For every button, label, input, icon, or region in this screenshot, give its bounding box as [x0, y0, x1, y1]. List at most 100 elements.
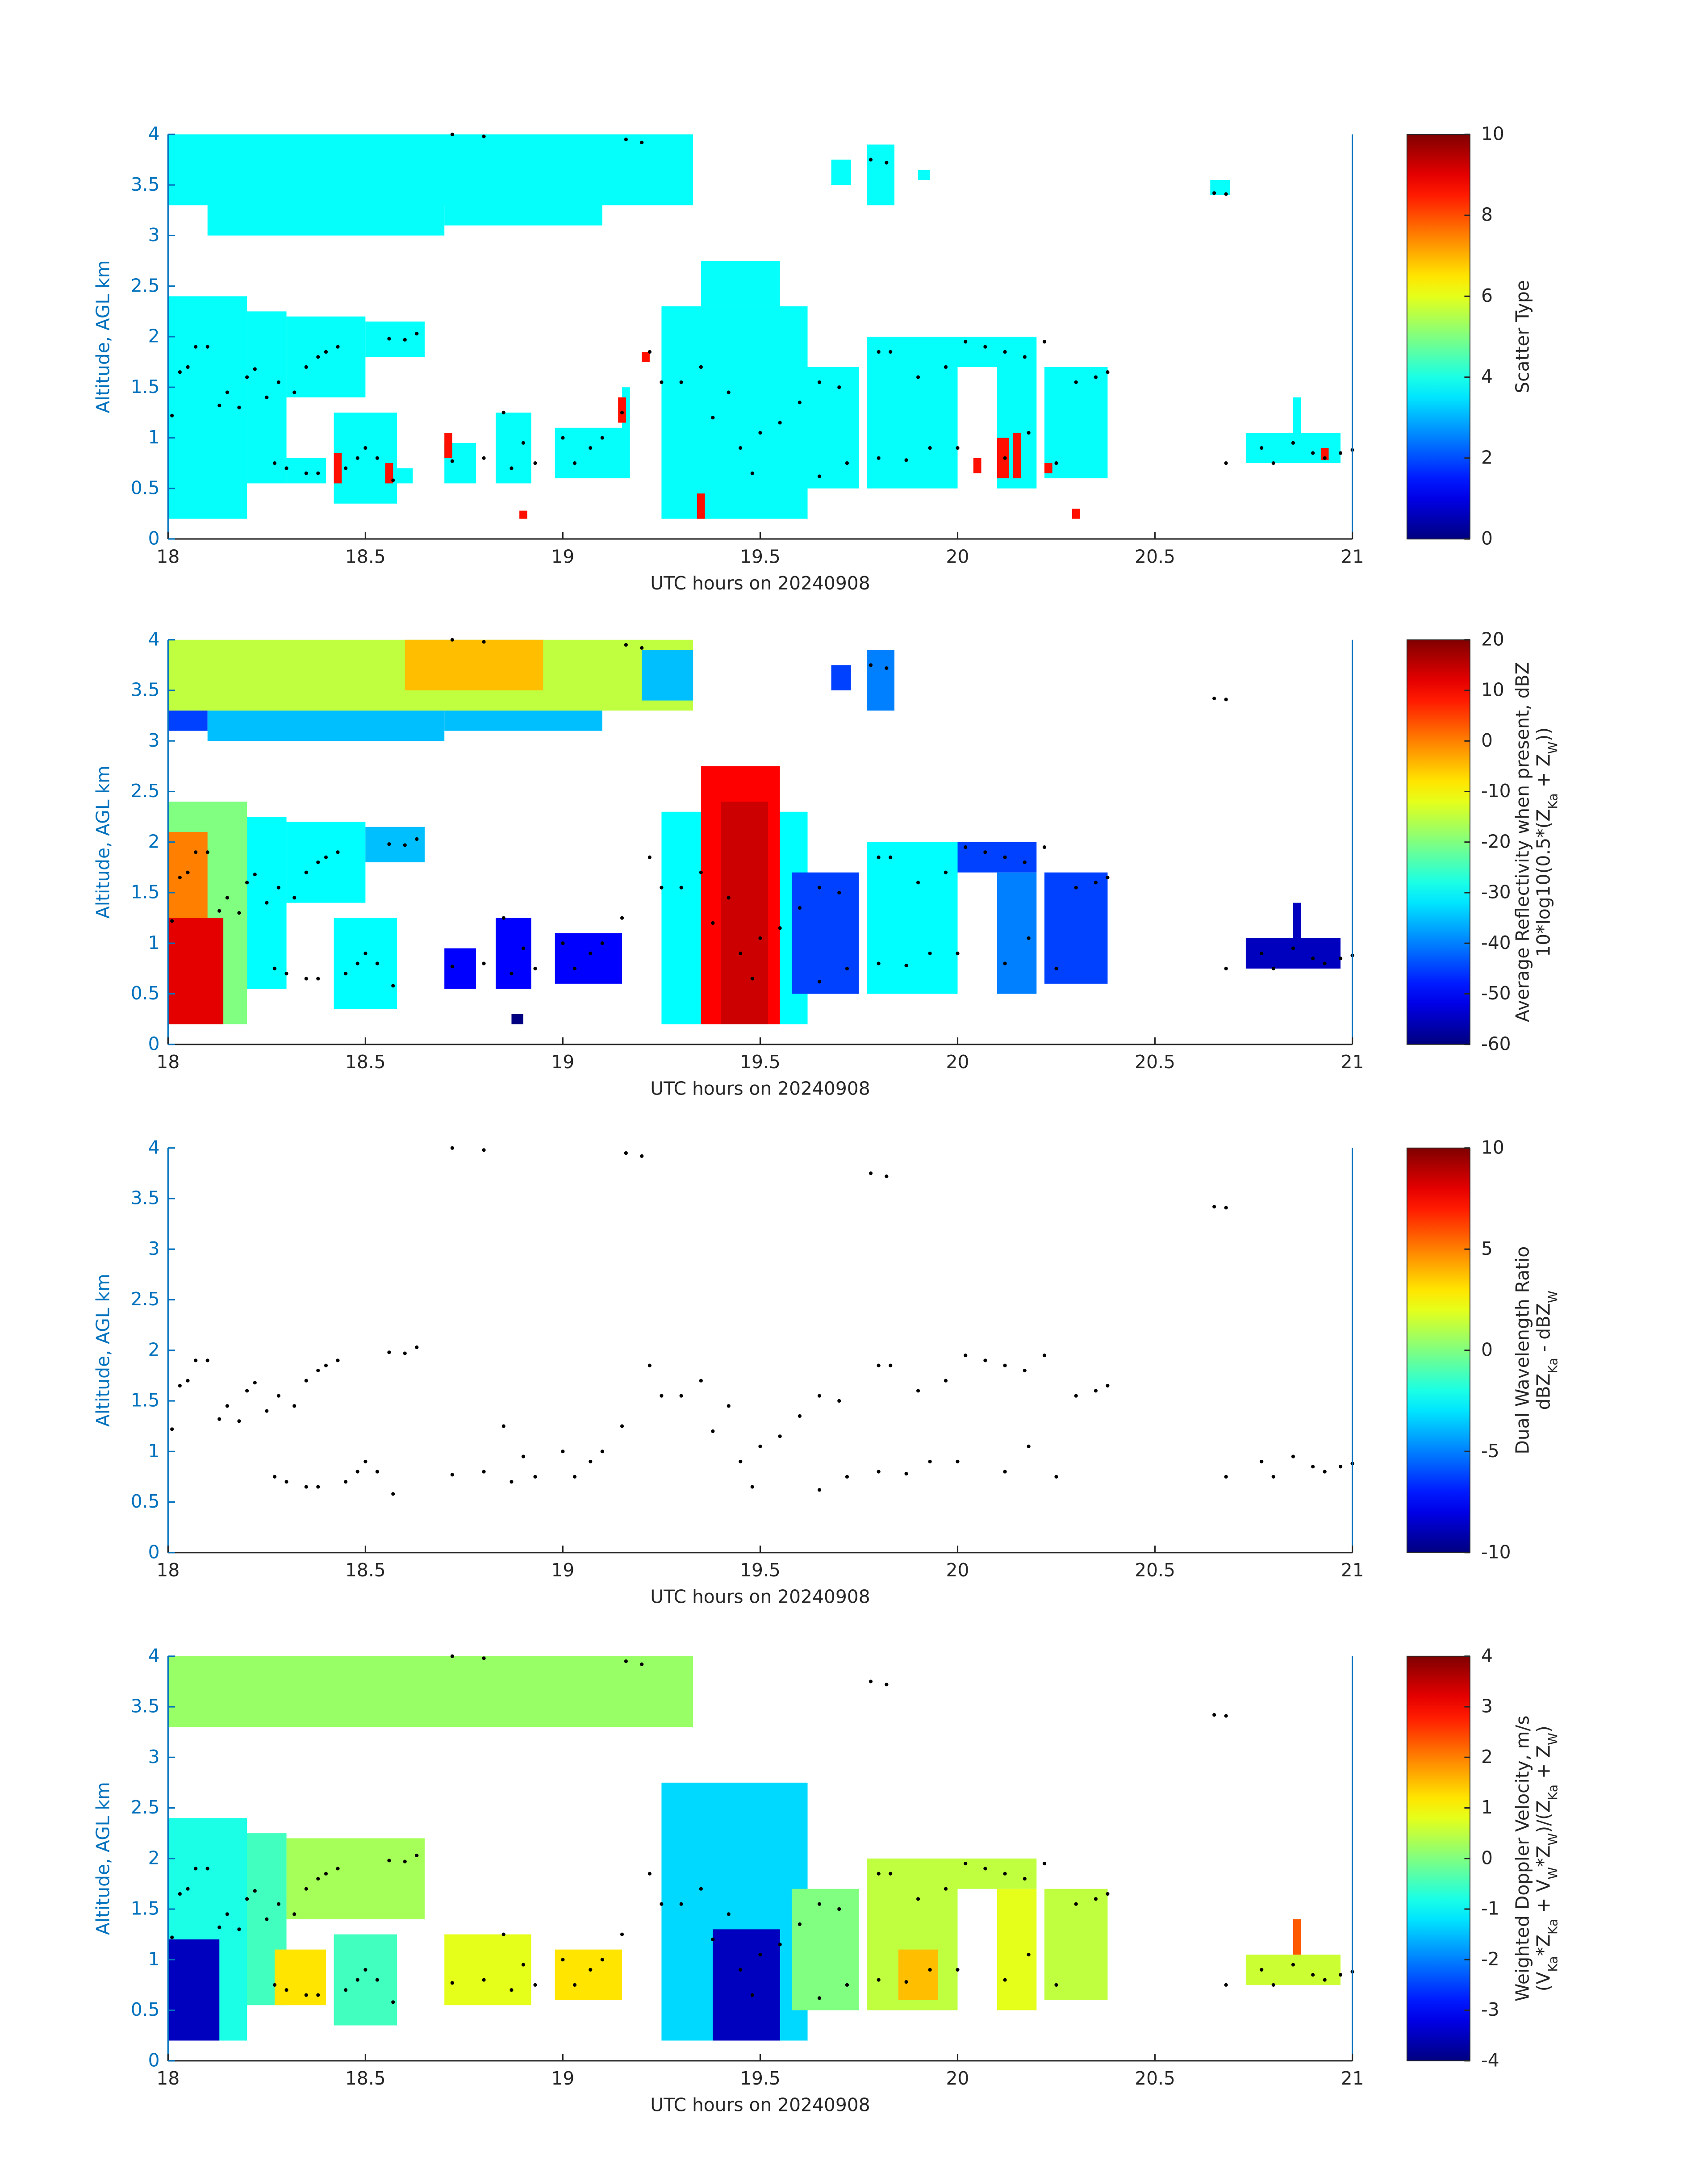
cloud-base-point — [316, 977, 320, 981]
colorbar-tick-label: 8 — [1481, 204, 1493, 226]
colorbar-tick-label: 0 — [1481, 528, 1493, 549]
cloud-base-point — [640, 1662, 644, 1666]
cloud-base-point — [292, 390, 296, 394]
cloud-base-point — [928, 446, 932, 450]
cloud-base-point — [205, 850, 209, 854]
cloud-base-point — [1074, 1902, 1078, 1906]
cloud-base-point — [916, 1389, 920, 1393]
heat-cell — [1320, 448, 1329, 460]
cloud-base-point — [889, 855, 893, 859]
cloud-base-point — [170, 414, 174, 418]
cloud-base-point — [1003, 961, 1007, 965]
colorbar-tick-label: 5 — [1481, 1238, 1493, 1259]
x-tick-label: 20.5 — [1135, 1559, 1175, 1581]
cloud-base-point — [272, 1475, 277, 1479]
cloud-base-point — [450, 965, 454, 969]
x-tick-label: 20.5 — [1135, 2068, 1175, 2089]
cloud-base-point — [1224, 966, 1228, 970]
cloud-base-point — [415, 1345, 419, 1350]
heat-cell — [444, 433, 452, 458]
cloud-base-point — [304, 1379, 308, 1383]
cloud-base-point — [589, 446, 593, 450]
cloud-base-point — [1003, 855, 1007, 859]
colorbar-label: Dual Wavelength Ratio — [1512, 1246, 1533, 1454]
cloud-base-point — [983, 1867, 987, 1871]
cloud-base-point — [916, 1897, 920, 1901]
cloud-base-point — [1023, 1368, 1027, 1373]
cloud-base-point — [316, 1368, 320, 1373]
cloud-base-point — [482, 1978, 486, 1982]
cloud-base-point — [778, 1434, 782, 1438]
y-tick-label: 2 — [148, 326, 160, 347]
cloud-base-point — [660, 886, 664, 890]
cloud-base-point — [620, 410, 624, 414]
cloud-base-point — [956, 446, 960, 450]
heat-cell — [1293, 903, 1301, 938]
cloud-base-point — [391, 2000, 395, 2004]
cloud-base-point — [869, 663, 873, 667]
cloud-base-point — [391, 478, 395, 482]
heat-cell — [661, 306, 808, 519]
cloud-base-point — [272, 1983, 277, 1987]
cloud-base-point — [1338, 957, 1343, 961]
cloud-base-point — [344, 466, 348, 470]
cloud-base-point — [284, 1988, 288, 1992]
cloud-base-point — [205, 345, 209, 349]
cloud-base-point — [817, 380, 822, 384]
x-tick-label: 18 — [156, 2068, 180, 2089]
y-tick-label: 1.5 — [131, 882, 160, 903]
cloud-base-point — [885, 1683, 889, 1687]
cloud-base-point — [237, 1419, 241, 1423]
x-tick-label: 19 — [551, 2068, 574, 2089]
y-tick-label: 1.5 — [131, 376, 160, 397]
cloud-base-point — [699, 870, 703, 874]
cloud-base-point — [245, 375, 249, 379]
cloud-base-point — [186, 365, 190, 369]
cloud-base-point — [817, 474, 822, 478]
cloud-base-point — [1291, 1963, 1295, 1967]
cloud-base-point — [837, 890, 841, 895]
cloud-base-point — [387, 842, 391, 846]
y-tick-label: 3.5 — [131, 1696, 160, 1717]
cloud-base-point — [521, 1454, 526, 1458]
cloud-base-point — [355, 456, 359, 460]
colorbar-label: (VKa*ZKa + VW*ZW)/(ZKa + ZW) — [1533, 1726, 1560, 1991]
cloud-base-point — [316, 860, 320, 865]
x-tick-label: 18.5 — [345, 2068, 386, 2089]
cloud-base-point — [904, 1472, 908, 1476]
x-tick-label: 18 — [156, 1559, 180, 1581]
cloud-base-point — [1094, 1897, 1098, 1901]
cloud-base-point — [1291, 441, 1295, 445]
y-tick-label: 1.5 — [131, 1898, 160, 1919]
heat-cell — [168, 710, 208, 731]
colorbar — [1406, 1147, 1470, 1553]
cloud-base-point — [450, 1654, 454, 1658]
x-tick-label: 18.5 — [345, 1559, 386, 1581]
cloud-base-point — [217, 403, 221, 408]
cloud-base-point — [265, 901, 269, 905]
cloud-base-point — [237, 1927, 241, 1931]
cloud-base-point — [186, 1887, 190, 1891]
cloud-base-point — [336, 345, 340, 349]
cloud-base-point — [344, 972, 348, 976]
cloud-base-point — [1074, 1394, 1078, 1398]
heat-cell — [867, 650, 895, 711]
heat-cell — [867, 842, 958, 994]
cloud-base-point — [798, 1922, 802, 1926]
cloud-base-point — [928, 951, 932, 955]
colorbar-tick-label: -2 — [1481, 1948, 1499, 1970]
heat-cell — [918, 170, 930, 180]
cloud-base-point — [1291, 1454, 1295, 1458]
cloud-base-point — [877, 1363, 881, 1367]
heat-cell — [957, 842, 1037, 873]
x-axis-label: UTC hours on 20240908 — [650, 1586, 870, 1608]
heat-cell — [444, 205, 602, 226]
cloud-base-point — [355, 961, 359, 965]
heat-cell — [997, 872, 1037, 994]
cloud-base-point — [817, 1488, 822, 1492]
cloud-base-point — [904, 458, 908, 462]
cloud-base-point — [1212, 1205, 1216, 1209]
colorbar-tick-label: -5 — [1481, 1440, 1499, 1462]
cloud-base-point — [501, 916, 505, 920]
